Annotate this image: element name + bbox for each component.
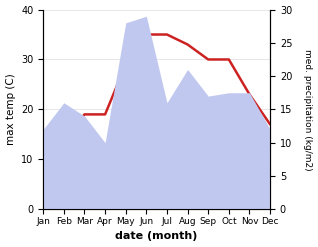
- Y-axis label: max temp (C): max temp (C): [5, 74, 16, 145]
- Y-axis label: med. precipitation (kg/m2): med. precipitation (kg/m2): [303, 49, 313, 170]
- X-axis label: date (month): date (month): [115, 231, 198, 242]
